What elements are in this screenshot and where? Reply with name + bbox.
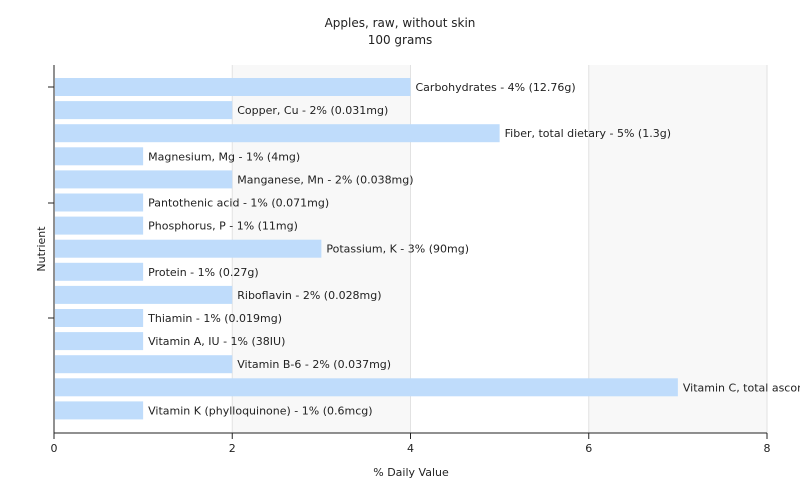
bar-label: Phosphorus, P - 1% (11mg) xyxy=(148,220,298,233)
bar xyxy=(55,124,500,143)
bar xyxy=(55,147,144,166)
bar-label: Manganese, Mn - 2% (0.038mg) xyxy=(237,173,413,186)
x-tick-label: 6 xyxy=(585,442,592,455)
bar-label: Vitamin C, total ascorbic acid - 7% (4.0… xyxy=(683,381,800,394)
bar-labels: Carbohydrates - 4% (12.76g) Copper, Cu - … xyxy=(147,81,800,417)
bar-label: Copper, Cu - 2% (0.031mg) xyxy=(237,104,388,117)
y-axis-ticks xyxy=(48,86,54,319)
bar xyxy=(55,193,144,212)
x-tick-label: 8 xyxy=(764,442,771,455)
bar-label: Protein - 1% (0.27g) xyxy=(148,266,259,279)
x-tick-label: 4 xyxy=(407,442,414,455)
bar-label: Potassium, K - 3% (90mg) xyxy=(326,243,469,256)
bar-label: Riboflavin - 2% (0.028mg) xyxy=(237,289,381,302)
bar-label: Fiber, total dietary - 5% (1.3g) xyxy=(505,127,671,140)
bar xyxy=(55,285,233,304)
bar-label: Vitamin B-6 - 2% (0.037mg) xyxy=(237,358,391,371)
bar xyxy=(55,216,144,235)
bar xyxy=(55,78,411,96)
bar xyxy=(55,355,233,374)
bar xyxy=(55,309,144,327)
chart-subtitle: 100 grams xyxy=(368,33,433,47)
y-axis-label: Nutrient xyxy=(35,226,48,272)
x-axis-label: % Daily Value xyxy=(373,466,449,479)
plot-band xyxy=(588,65,767,433)
bar-label: Thiamin - 1% (0.019mg) xyxy=(147,312,282,325)
bar xyxy=(55,239,322,258)
bar xyxy=(55,101,233,120)
x-tick-label: 0 xyxy=(51,442,58,455)
chart-title: Apples, raw, without skin xyxy=(325,16,476,30)
bar-series xyxy=(55,78,678,420)
bar xyxy=(55,262,144,281)
bar-label: Carbohydrates - 4% (12.76g) xyxy=(416,81,576,94)
bar-label: Magnesium, Mg - 1% (4mg) xyxy=(148,150,300,163)
x-tick-label: 2 xyxy=(229,442,236,455)
bar-label: Vitamin K (phylloquinone) - 1% (0.6mcg) xyxy=(148,404,372,417)
bar xyxy=(55,170,233,189)
bar xyxy=(55,332,144,351)
bar-label: Pantothenic acid - 1% (0.071mg) xyxy=(148,197,329,210)
bar xyxy=(55,378,678,397)
bar-label: Vitamin A, IU - 1% (38IU) xyxy=(148,335,285,348)
x-axis-ticks: 0 2 4 6 8 xyxy=(51,433,771,455)
bar xyxy=(55,401,144,420)
